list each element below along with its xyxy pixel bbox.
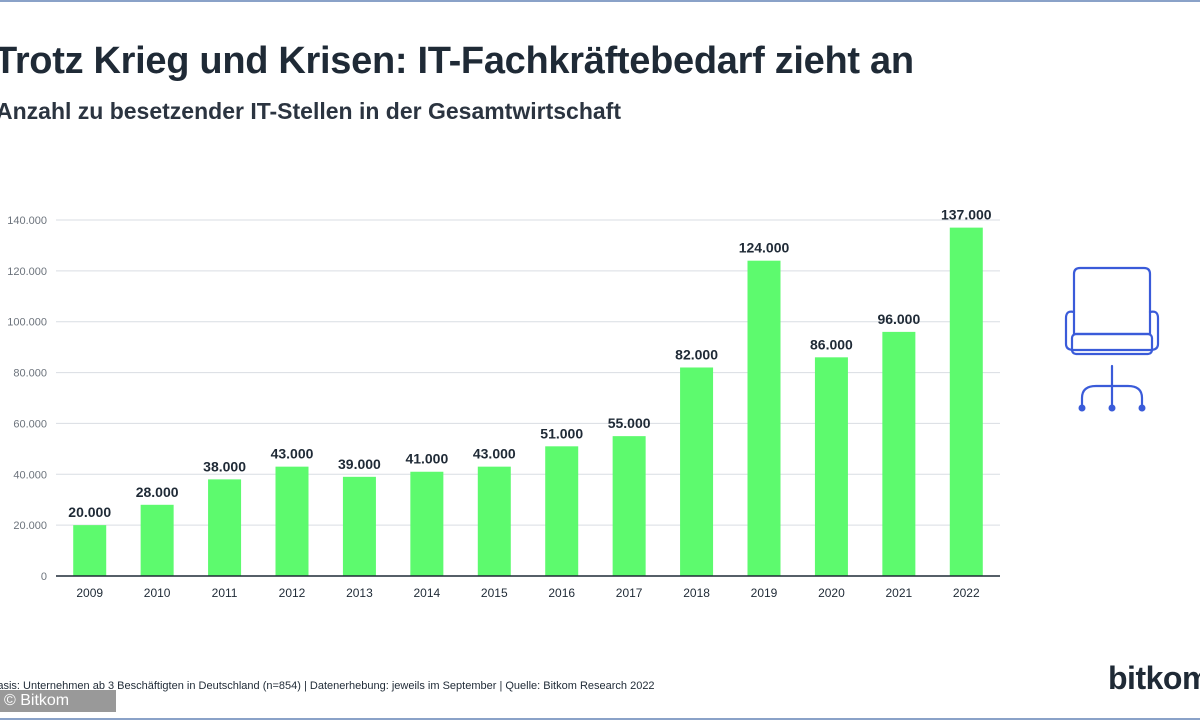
- page-subtitle: Anzahl zu besetzender IT-Stellen in der …: [0, 98, 621, 124]
- bar: [208, 479, 242, 576]
- data-label: 96.000: [877, 311, 920, 327]
- data-label: 38.000: [203, 458, 246, 474]
- data-label: 43.000: [271, 446, 314, 462]
- bar: [275, 466, 309, 576]
- bar: [477, 466, 511, 576]
- page-title: Trotz Krieg und Krisen: IT-Fachkräftebed…: [0, 40, 914, 82]
- x-tick-label: 2012: [279, 586, 306, 600]
- x-tick-label: 2014: [414, 586, 441, 600]
- data-label: 39.000: [338, 456, 381, 472]
- data-label: 55.000: [608, 415, 651, 431]
- x-tick-label: 2013: [346, 586, 373, 600]
- bar: [545, 446, 579, 576]
- x-tick-label: 2019: [751, 586, 778, 600]
- bar: [814, 357, 848, 576]
- y-tick-label: 100.000: [7, 317, 47, 329]
- y-tick-label: 140.000: [7, 215, 47, 227]
- bar: [140, 504, 174, 576]
- data-label: 124.000: [739, 240, 790, 256]
- bar: [747, 260, 781, 576]
- x-tick-label: 2018: [683, 586, 710, 600]
- bar: [612, 436, 646, 576]
- bar: [410, 471, 444, 576]
- data-label: 43.000: [473, 446, 516, 462]
- x-tick-label: 2009: [76, 586, 103, 600]
- top-border: [0, 0, 1200, 2]
- bar: [949, 227, 983, 576]
- y-tick-label: 40.000: [13, 469, 47, 481]
- data-label: 86.000: [810, 336, 853, 352]
- data-label: 82.000: [675, 346, 718, 362]
- data-label: 28.000: [136, 484, 179, 500]
- bar: [882, 331, 916, 576]
- source-footnote: Basis: Unternehmen ab 3 Beschäftigten in…: [0, 680, 655, 692]
- data-label: 137.000: [941, 207, 992, 223]
- bitkom-logo: bitkom: [1108, 660, 1200, 696]
- y-tick-label: 80.000: [13, 368, 47, 380]
- x-tick-label: 2015: [481, 586, 508, 600]
- x-tick-label: 2010: [144, 586, 171, 600]
- y-tick-label: 60.000: [13, 418, 47, 430]
- x-tick-label: 2011: [212, 586, 238, 600]
- bar-chart: 0 20.000 40.000 60.000 80.000 100.000 120.000 1…: [7, 207, 1000, 600]
- x-tick-label: 2017: [616, 586, 643, 600]
- x-tick-label: 2022: [953, 586, 980, 600]
- y-tick-label: 120.000: [7, 266, 47, 278]
- data-label: 20.000: [68, 504, 111, 520]
- x-tick-label: 2020: [818, 586, 845, 600]
- data-label: 51.000: [540, 425, 583, 441]
- bar: [680, 367, 714, 576]
- y-tick-label: 0: [41, 571, 47, 583]
- bar: [342, 476, 376, 576]
- y-tick-label: 20.000: [13, 520, 47, 532]
- data-label: 41.000: [405, 451, 448, 467]
- office-chair-icon: [1064, 266, 1160, 412]
- x-tick-label: 2021: [886, 586, 913, 600]
- bottom-border: [0, 718, 1200, 720]
- x-tick-label: 2016: [548, 586, 575, 600]
- copyright-overlay: © Bitkom: [0, 690, 116, 712]
- bar: [73, 525, 107, 576]
